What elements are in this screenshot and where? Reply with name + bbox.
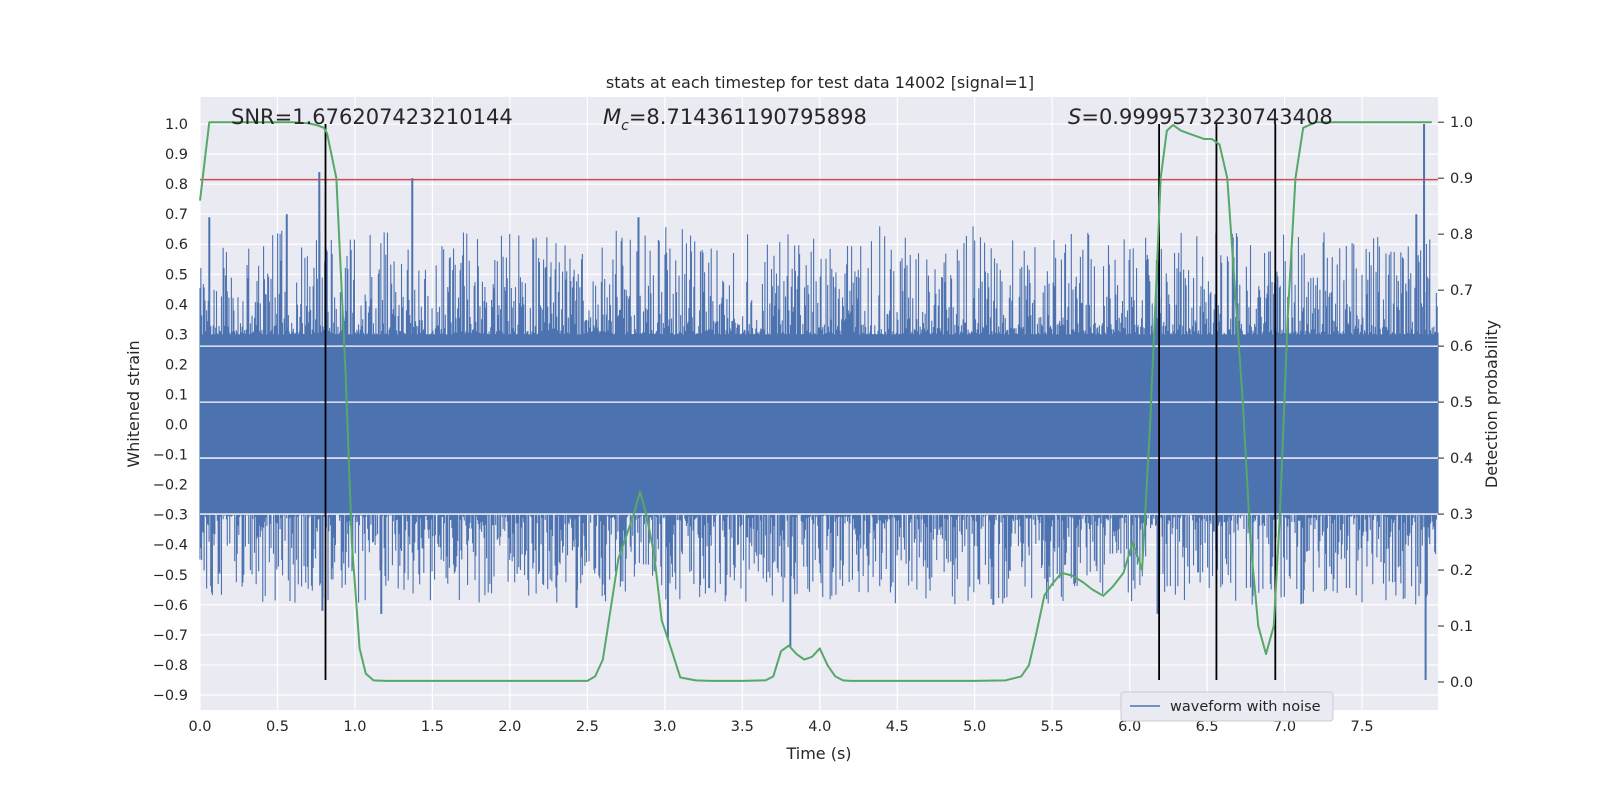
y-left-tick-label: −0.8 [153,658,188,674]
x-tick-label: 2.0 [498,719,521,735]
y-left-tick-label: 0.7 [165,207,188,223]
y-axis-left-title: Whitened strain [124,340,143,467]
x-tick-label: 4.5 [886,719,909,735]
y-left-tick-label: −0.9 [153,688,188,704]
snr-annotation: SNR=1.676207423210144 [231,105,513,129]
score-value: =0.9999573230743408 [1081,105,1332,129]
chirp-mass-symbol: M [603,105,621,129]
axes: 0.0 0.5 1.0 1.5 2.0 2.5 3.0 3.5 4.0 4.5 5.0 5.5 6.0 6… [153,115,1473,735]
x-tick-label: 2.5 [576,719,599,735]
x-tick-label: 0.5 [266,719,289,735]
y-left-tick-label: 0.3 [165,327,188,343]
y-left-tick-label: 0.1 [165,387,188,403]
x-tick-label: 0.0 [188,719,211,735]
x-tick-label: 7.5 [1351,719,1374,735]
x-tick-label: 5.5 [1041,719,1064,735]
x-axis-title: Time (s) [785,744,851,763]
y-left-tick-label: −0.4 [153,538,188,554]
chirp-mass-annotation: Mc=8.714361190795898 [603,105,867,134]
y-right-tick-label: 0.9 [1450,171,1473,187]
chirp-mass-value: =8.714361190795898 [629,105,867,129]
y-right-tick-label: 0.5 [1450,395,1473,411]
score-symbol: S [1068,105,1081,129]
y-left-tick-label: 0.9 [165,147,188,163]
y-left-tick-label: 0.6 [165,237,188,253]
x-tick-label: 3.5 [731,719,754,735]
y-right-tick-label: 0.8 [1450,227,1473,243]
x-tick-label: 1.5 [421,719,444,735]
y-left-tick-label: 0.8 [165,177,188,193]
y-left-tick-label: 0.2 [165,357,188,373]
legend-box [1120,691,1334,722]
y-left-tick-label: 0.4 [165,297,188,313]
legend[interactable]: waveform with noise [1120,691,1334,722]
chart-title: stats at each timestep for test data 140… [606,73,1034,92]
chirp-mass-subscript: c [621,118,629,134]
y-right-tick-label: 0.1 [1450,619,1473,635]
y-right-tick-label: 0.0 [1450,675,1473,691]
y-left-tick-label: −0.5 [153,568,188,584]
y-right-tick-label: 0.3 [1450,507,1473,523]
y-left-tick-label: −0.3 [153,508,188,524]
legend-label: waveform with noise [1170,699,1321,715]
y-right-tick-label: 0.2 [1450,563,1473,579]
x-tick-label: 6.5 [1196,719,1219,735]
y-left-tick-label: 0.0 [165,418,188,434]
y-right-tick-label: 1.0 [1450,115,1473,131]
y-left-tick-label: 1.0 [165,117,188,133]
y-right-tick-label: 0.6 [1450,339,1473,355]
y-left-tick-label: 0.5 [165,267,188,283]
x-tick-label: 6.0 [1118,719,1141,735]
x-tick-label: 4.0 [808,719,831,735]
x-tick-label: 3.0 [653,719,676,735]
y-left-tick-label: −0.2 [153,478,188,494]
y-left-tick-label: −0.7 [153,628,188,644]
x-tick-label: 1.0 [343,719,366,735]
y-axis-right-title: Detection probability [1482,320,1501,488]
x-tick-label: 5.0 [963,719,986,735]
detection-probability-line [199,121,1432,682]
y-right-tick-label: 0.4 [1450,451,1473,467]
waveform-core-band [200,346,1438,506]
x-tick-label: 7.0 [1273,719,1296,735]
y-right-tick-label: 0.7 [1450,283,1473,299]
score-annotation: S=0.9999573230743408 [1068,105,1333,129]
plot-area [199,121,1439,682]
y-left-tick-label: −0.1 [153,448,188,464]
y-left-tick-label: −0.6 [153,598,188,614]
